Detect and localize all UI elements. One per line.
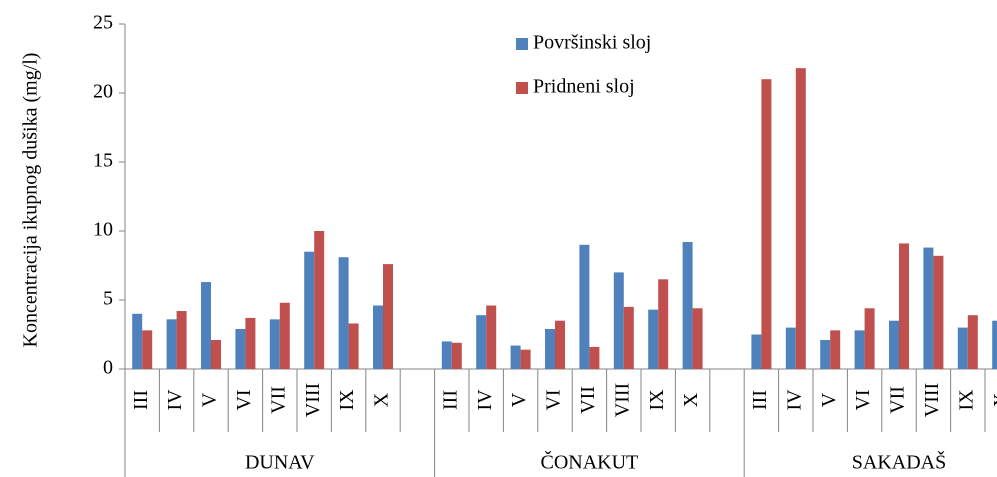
x-tick-label: VI xyxy=(852,389,874,410)
x-tick-label: VI xyxy=(543,389,565,410)
bar xyxy=(235,328,246,369)
bar xyxy=(579,244,590,369)
x-tick-label: VIII xyxy=(611,383,633,417)
group-label: DUNAV xyxy=(245,452,315,474)
bar xyxy=(967,315,978,369)
x-tick-label: III xyxy=(439,390,461,410)
x-tick-label: X xyxy=(680,392,702,407)
y-tick-label: 20 xyxy=(93,81,113,103)
bar xyxy=(441,341,452,369)
y-tick-label: 10 xyxy=(93,219,113,241)
bar xyxy=(510,345,521,369)
bar xyxy=(889,320,899,369)
bar xyxy=(613,272,624,369)
x-tick-label: VII xyxy=(577,386,599,414)
y-tick-label: 0 xyxy=(103,357,113,379)
bar xyxy=(761,79,772,369)
x-tick-label: VIII xyxy=(921,383,943,417)
bar xyxy=(864,308,875,369)
bar xyxy=(269,319,280,369)
x-tick-label: VI xyxy=(233,389,255,410)
bar xyxy=(338,257,349,369)
y-tick-label: 25 xyxy=(93,12,113,34)
bar xyxy=(899,243,909,369)
legend-label: Površinski sloj xyxy=(533,32,651,54)
bar xyxy=(682,242,693,369)
bar xyxy=(658,279,669,369)
group-label: ČONAKUT xyxy=(541,450,639,474)
bar xyxy=(142,330,153,369)
x-tick-label: IV xyxy=(474,389,496,411)
y-tick-label: 15 xyxy=(93,150,113,172)
bar xyxy=(933,255,944,369)
bar xyxy=(245,317,256,369)
bar xyxy=(373,305,383,369)
bar xyxy=(132,313,143,369)
x-tick-label: VIII xyxy=(302,383,324,417)
bar xyxy=(476,315,487,369)
bar xyxy=(648,309,659,369)
x-tick-label: III xyxy=(130,390,152,410)
bar xyxy=(692,308,703,369)
bar xyxy=(992,320,997,369)
group-label: SAKADAŠ xyxy=(852,450,946,474)
bar xyxy=(545,328,555,369)
x-tick-label: V xyxy=(818,392,840,407)
x-tick-label: IX xyxy=(336,389,358,411)
x-tick-label: IX xyxy=(646,389,668,411)
bar xyxy=(923,247,934,369)
bar xyxy=(957,327,968,369)
bar xyxy=(623,306,634,369)
bar xyxy=(211,340,221,369)
bar xyxy=(854,330,865,369)
x-tick-label: V xyxy=(508,392,530,407)
legend-swatch xyxy=(516,38,528,50)
legend-label: Pridneni sloj xyxy=(533,76,635,98)
legend-swatch xyxy=(516,82,528,94)
bar xyxy=(176,311,187,369)
x-tick-label: IV xyxy=(783,389,805,411)
x-tick-label: X xyxy=(990,392,997,407)
bar xyxy=(279,302,290,369)
bar xyxy=(555,320,565,369)
x-tick-label: V xyxy=(199,392,221,407)
bar xyxy=(451,342,462,369)
x-tick-label: X xyxy=(371,392,393,407)
bar xyxy=(785,327,796,369)
bar xyxy=(486,305,497,369)
bar xyxy=(830,330,841,369)
bar xyxy=(751,334,762,369)
bar xyxy=(383,264,393,369)
bar xyxy=(820,340,831,369)
bar xyxy=(589,346,600,369)
bar xyxy=(348,323,359,369)
y-tick-label: 5 xyxy=(103,288,113,310)
bar xyxy=(304,251,315,369)
bar xyxy=(520,349,531,369)
x-tick-label: VII xyxy=(887,386,909,414)
bar xyxy=(166,319,177,369)
x-tick-label: III xyxy=(749,390,771,410)
x-tick-label: VII xyxy=(267,386,289,414)
y-axis-label: Koncentracija ikupnog dušika (mg/l) xyxy=(20,53,42,348)
x-tick-label: IV xyxy=(164,389,186,411)
bar xyxy=(795,68,806,369)
bar xyxy=(201,282,211,369)
x-tick-label: IX xyxy=(955,389,977,411)
bar xyxy=(314,231,325,369)
